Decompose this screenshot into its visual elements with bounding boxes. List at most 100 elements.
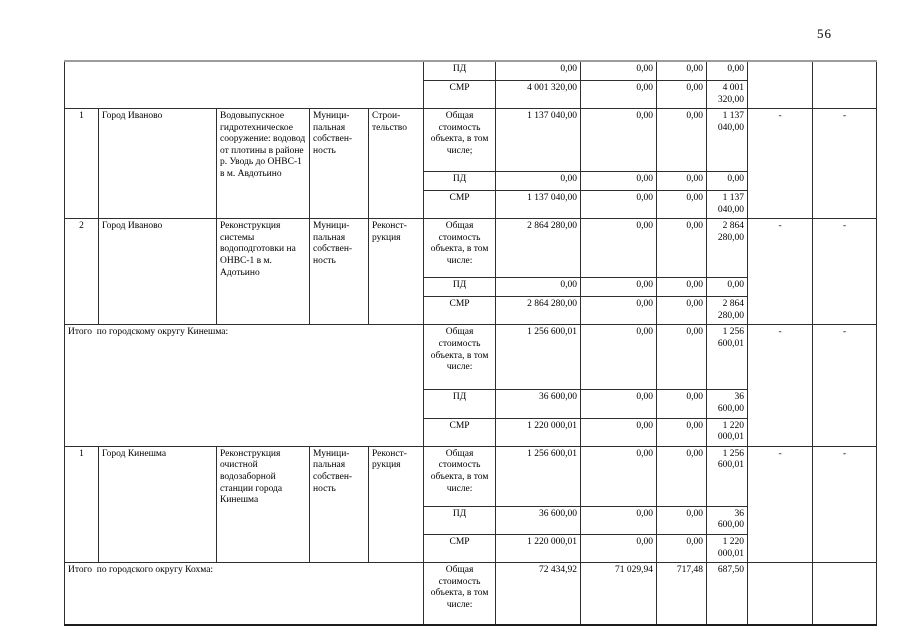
cell-amount: 1 220 000,01 xyxy=(706,417,749,447)
cell-work-type: Реконст-рукция xyxy=(367,218,425,326)
cell-amount: 687,50 xyxy=(706,562,749,627)
empty-cell xyxy=(747,562,814,627)
cost-kind-label-pd: ПД xyxy=(423,277,497,298)
cell-amount: 1 256 600,01 xyxy=(706,445,749,507)
cost-kind-label-smr: СМР xyxy=(423,190,497,220)
cell-amount: 0,00 xyxy=(656,389,708,419)
cell-amount: 0,00 xyxy=(656,417,708,447)
cost-kind-label-smr: СМР xyxy=(423,79,497,110)
cell-summary-label: Итого по городскому округу Кинешма: xyxy=(63,324,425,447)
cell-amount: 0,00 xyxy=(656,296,708,326)
cost-kind-label-smr: СМР xyxy=(423,533,497,564)
cell-amount: 4 001 320,00 xyxy=(495,79,582,110)
cost-kind-label-total: Общая стоимость объекта, в том числе: xyxy=(423,562,497,627)
cell-amount: 0,00 xyxy=(706,277,749,298)
cell-amount: 1 220 000,01 xyxy=(495,417,582,447)
cost-kind-label-pd: ПД xyxy=(423,505,497,535)
cell-amount: 2 864 280,00 xyxy=(495,296,582,326)
cell-amount: 0,00 xyxy=(656,171,708,192)
cell-amount: 0,00 xyxy=(580,533,658,564)
cost-kind-label-smr: СМР xyxy=(423,296,497,326)
cell-amount: 0,00 xyxy=(495,277,582,298)
cell-amount: 0,00 xyxy=(580,171,658,192)
cost-kind-label-pd: ПД xyxy=(423,60,497,81)
cell-amount: 0,00 xyxy=(580,389,658,419)
cell-work-type: Строи-тельство xyxy=(367,108,425,220)
empty-cell xyxy=(747,60,814,110)
cell-amount: 2 864 280,00 xyxy=(706,218,749,279)
cell-amount: 0,00 xyxy=(495,60,582,81)
cell-amount: 1 256 600,01 xyxy=(495,445,582,507)
empty-cell xyxy=(812,562,878,627)
cell-row-num: 1 xyxy=(64,445,99,564)
page-number: 56 xyxy=(817,26,832,41)
cell-dash: - xyxy=(812,324,878,447)
cell-municipality: Город Иваново xyxy=(98,218,217,326)
cell-amount: 36 600,00 xyxy=(706,389,749,419)
cell-municipality: Город Кинешма xyxy=(98,445,217,564)
cell-amount: 0,00 xyxy=(656,324,708,391)
cell-object-name: Реконструкция очистной водозаборной стан… xyxy=(216,445,310,564)
cost-kind-label-smr: СМР xyxy=(423,417,497,447)
cell-amount: 0,00 xyxy=(706,60,749,81)
empty-cell xyxy=(812,60,878,110)
cell-amount: 0,00 xyxy=(656,79,708,110)
cell-amount: 0,00 xyxy=(580,277,658,298)
cell-dash: - xyxy=(812,218,878,326)
cell-amount: 0,00 xyxy=(656,190,708,220)
cell-dash: - xyxy=(747,218,814,326)
cell-dash: - xyxy=(747,108,814,220)
cell-dash: - xyxy=(812,108,878,220)
cost-kind-label-total: Общая стоимость объекта, в том числе: xyxy=(423,324,497,391)
cell-amount: 0,00 xyxy=(495,171,582,192)
cell-dash: - xyxy=(812,445,878,564)
objects-cost-table: ПД 0,00 0,00 0,00 0,00 СМР 4 001 320,00 … xyxy=(63,60,878,627)
cell-amount: 0,00 xyxy=(580,190,658,220)
cell-amount: 72 434,92 xyxy=(495,562,582,627)
cell-amount: 0,00 xyxy=(580,324,658,391)
cell-amount: 0,00 xyxy=(580,445,658,507)
cell-ownership: Муници-пальная собствен-ность xyxy=(309,445,369,564)
cell-amount: 1 137 040,00 xyxy=(495,190,582,220)
carryover-left-cell xyxy=(63,60,425,110)
cell-amount: 0,00 xyxy=(580,505,658,535)
cell-amount: 0,00 xyxy=(706,171,749,192)
cell-amount: 36 600,00 xyxy=(495,505,582,535)
cell-amount: 0,00 xyxy=(580,108,658,173)
cell-ownership: Муници-пальная собствен-ность xyxy=(309,108,369,220)
cost-kind-label-total: Общая стоимость объекта, в том числе: xyxy=(423,445,497,507)
cell-ownership: Муници-пальная собствен-ность xyxy=(309,218,369,326)
cell-amount: 71 029,94 xyxy=(580,562,658,627)
cell-amount: 0,00 xyxy=(580,417,658,447)
cell-municipality: Город Иваново xyxy=(98,108,217,220)
cell-object-name: Водовыпускное гидротехническое сооружени… xyxy=(216,108,310,220)
cost-kind-label-total: Общая стоимость объекта, в том числе: xyxy=(423,218,497,279)
cell-amount: 0,00 xyxy=(656,505,708,535)
cell-amount: 1 137 040,00 xyxy=(706,190,749,220)
cost-kind-label-total: Общая стоимость объекта, в том числе; xyxy=(423,108,497,173)
cell-amount: 0,00 xyxy=(580,60,658,81)
cell-object-name: Реконструкция системы водоподготовки на … xyxy=(216,218,310,326)
cell-dash: - xyxy=(747,445,814,564)
cell-row-num: 1 xyxy=(64,108,99,220)
cost-kind-label-pd: ПД xyxy=(423,389,497,419)
cell-amount: 717,48 xyxy=(656,562,708,627)
cell-amount: 0,00 xyxy=(656,218,708,279)
cell-amount: 1 256 600,01 xyxy=(706,324,749,391)
cell-amount: 0,00 xyxy=(580,79,658,110)
cell-summary-label: Итого по городского округу Кохма: xyxy=(63,562,425,627)
cell-amount: 0,00 xyxy=(656,60,708,81)
cell-amount: 0,00 xyxy=(656,533,708,564)
cell-amount: 1 220 000,01 xyxy=(495,533,582,564)
cell-amount: 1 220 000,01 xyxy=(706,533,749,564)
cell-dash: - xyxy=(747,324,814,447)
cell-amount: 1 137 040,00 xyxy=(706,108,749,173)
cell-amount: 0,00 xyxy=(656,277,708,298)
cell-amount: 0,00 xyxy=(656,108,708,173)
cell-amount: 1 137 040,00 xyxy=(495,108,582,173)
cell-amount: 0,00 xyxy=(580,296,658,326)
cell-amount: 2 864 280,00 xyxy=(495,218,582,279)
cell-amount: 1 256 600,01 xyxy=(495,324,582,391)
cell-work-type: Реконст-рукция xyxy=(367,445,425,564)
cell-amount: 36 600,00 xyxy=(495,389,582,419)
